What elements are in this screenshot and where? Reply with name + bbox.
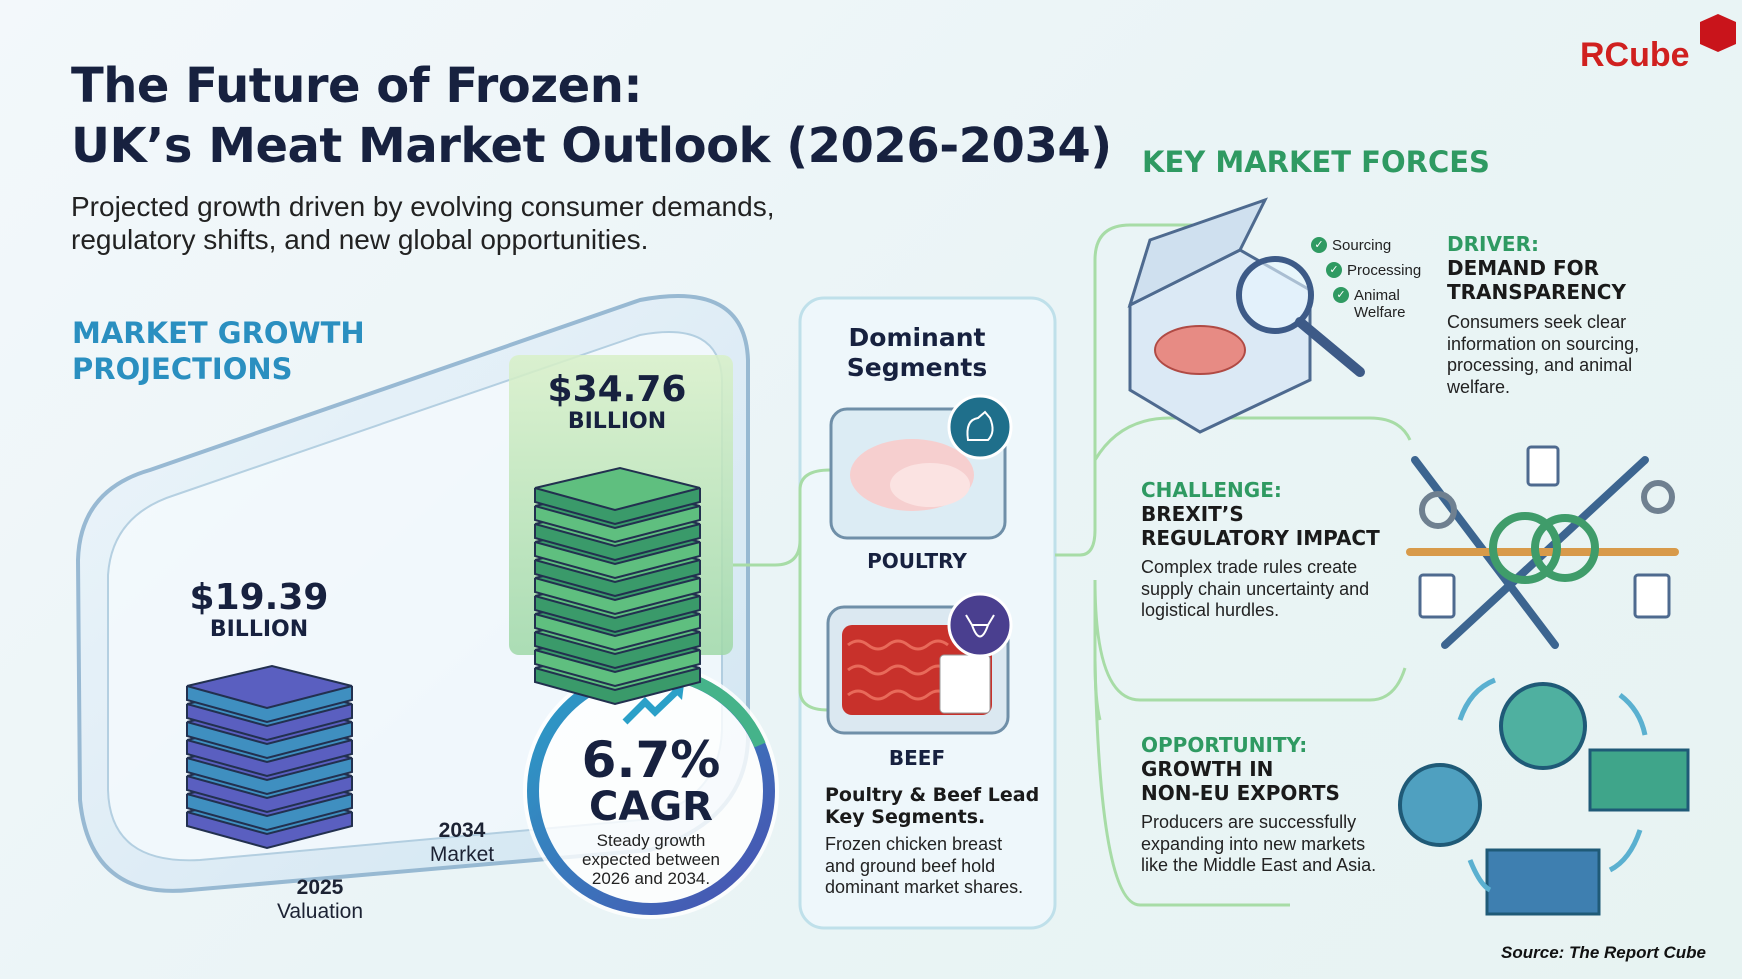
growth-heading: MARKET GROWTH PROJECTIONS xyxy=(72,316,365,386)
global-trade-icon xyxy=(1398,677,1690,916)
source-credit: Source: The Report Cube xyxy=(1501,943,1706,962)
transparency-checklist: ✓ Sourcing ✓ Processing ✓ Animal Welfare xyxy=(1311,237,1421,321)
subtitle: Projected growth driven by evolving cons… xyxy=(71,191,775,255)
value-2025: $19.39 BILLION xyxy=(189,577,329,642)
logo: RCube xyxy=(1580,36,1690,74)
forces-heading: KEY MARKET FORCES xyxy=(1142,145,1490,179)
cagr-badge: 6.7% CAGR Steady growth expected between 2… xyxy=(581,731,721,888)
tangled-ropes-icon xyxy=(1406,445,1679,649)
trend-up-icon xyxy=(622,687,681,725)
meat-box-magnifier-icon xyxy=(1127,197,1365,434)
label-2025: 2025 Valuation xyxy=(276,876,363,923)
logo-cube-icon xyxy=(1700,14,1736,52)
challenge-block: CHALLENGE: BREXIT’S REGULATORY IMPACT Co… xyxy=(1141,478,1380,620)
check-icon: ✓ xyxy=(1311,237,1327,253)
label-2034: 2034 Market xyxy=(429,819,495,866)
page-title: The Future of Frozen: UK’s Meat Market O… xyxy=(71,58,1112,174)
poultry-label: POULTRY xyxy=(867,549,967,573)
cash-stack-2025 xyxy=(186,664,353,850)
check-icon: ✓ xyxy=(1333,287,1349,303)
check-icon: ✓ xyxy=(1326,262,1342,278)
chicken-icon xyxy=(947,394,1013,460)
value-2034: $34.76 BILLION xyxy=(547,369,687,434)
segments-heading: Dominant Segments xyxy=(846,323,988,382)
opportunity-block: OPPORTUNITY: GROWTH IN NON-EU EXPORTS Pr… xyxy=(1141,733,1377,875)
beef-label: BEEF xyxy=(888,746,946,770)
cash-stack-2034 xyxy=(534,466,701,706)
segments-summary: Poultry & Beef Lead Key Segments. Frozen … xyxy=(825,784,1040,897)
driver-block: DRIVER: DEMAND FOR TRANSPARENCY Consumer… xyxy=(1447,232,1640,397)
